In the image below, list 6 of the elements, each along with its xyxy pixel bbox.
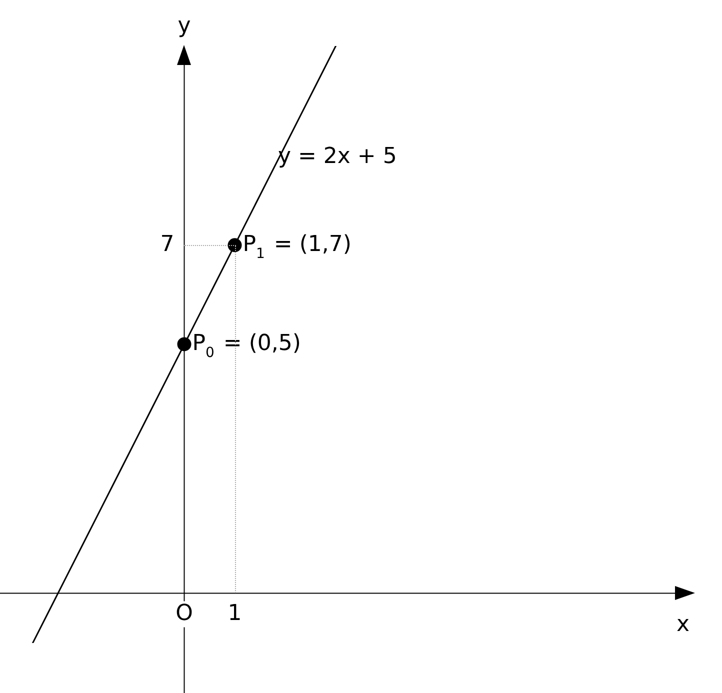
y-axis-title: y — [178, 14, 191, 39]
x-axis-title: x — [676, 612, 690, 637]
annotation: y = 2x + 5 — [278, 144, 397, 170]
annotation: 7 — [160, 232, 174, 257]
x-tick-label: O — [176, 600, 193, 626]
x-tick-label: 1 — [228, 600, 242, 626]
